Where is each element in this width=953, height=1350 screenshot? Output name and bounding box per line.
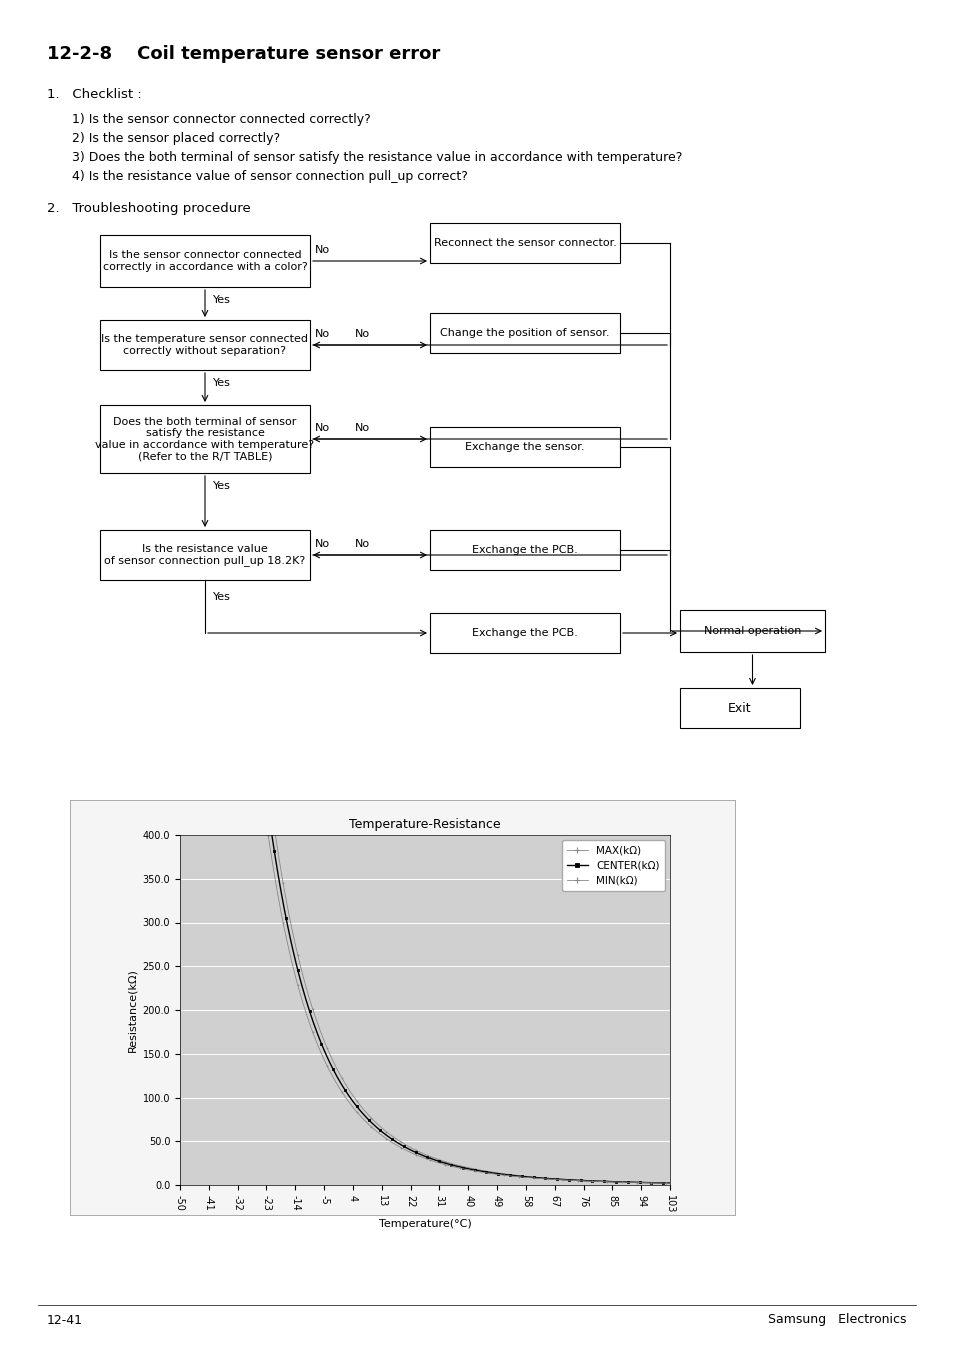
Text: Exchange the PCB.: Exchange the PCB. — [472, 545, 578, 555]
Text: Yes: Yes — [213, 481, 231, 491]
Text: 4) Is the resistance value of sensor connection pull_up correct?: 4) Is the resistance value of sensor con… — [71, 170, 467, 184]
Bar — [100, 405, 310, 472]
Text: No: No — [355, 539, 370, 549]
Text: No: No — [355, 329, 370, 339]
Bar — [679, 610, 824, 652]
Text: Exchange the sensor.: Exchange the sensor. — [465, 441, 584, 452]
Text: 12-41: 12-41 — [47, 1314, 83, 1327]
Text: No: No — [314, 244, 330, 255]
Text: Does the both terminal of sensor
satisfy the resistance
value in accordance with: Does the both terminal of sensor satisfy… — [95, 417, 314, 462]
Text: Is the resistance value
of sensor connection pull_up 18.2K?: Is the resistance value of sensor connec… — [104, 544, 305, 566]
Text: Is the sensor connector connected
correctly in accordance with a color?: Is the sensor connector connected correc… — [103, 250, 307, 271]
Text: 2.   Troubleshooting procedure: 2. Troubleshooting procedure — [47, 202, 251, 215]
Bar — [430, 531, 619, 570]
Text: Is the temperature sensor connected
correctly without separation?: Is the temperature sensor connected corr… — [101, 335, 308, 356]
Bar — [430, 223, 619, 263]
Text: 3) Does the both terminal of sensor satisfy the resistance value in accordance w: 3) Does the both terminal of sensor sati… — [71, 151, 681, 163]
Text: No: No — [314, 539, 330, 549]
Bar — [430, 313, 619, 352]
Text: Yes: Yes — [213, 296, 231, 305]
Bar — [100, 531, 310, 580]
Text: No: No — [314, 423, 330, 433]
Bar — [430, 613, 619, 653]
Text: Samsung   Electronics: Samsung Electronics — [768, 1314, 906, 1327]
Text: Normal operation: Normal operation — [703, 626, 801, 636]
X-axis label: Temperature(°C): Temperature(°C) — [378, 1219, 471, 1228]
Legend: MAX(kΩ), CENTER(kΩ), MIN(kΩ): MAX(kΩ), CENTER(kΩ), MIN(kΩ) — [561, 840, 664, 891]
Bar — [100, 320, 310, 370]
Text: 1.   Checklist :: 1. Checklist : — [47, 88, 142, 101]
Text: No: No — [355, 423, 370, 433]
Bar — [100, 235, 310, 288]
Bar — [679, 688, 800, 728]
Text: Yes: Yes — [213, 593, 231, 602]
Text: Exchange the PCB.: Exchange the PCB. — [472, 628, 578, 639]
Y-axis label: Resistance(kΩ): Resistance(kΩ) — [127, 968, 137, 1052]
Text: 12-2-8    Coil temperature sensor error: 12-2-8 Coil temperature sensor error — [47, 45, 439, 63]
Text: Change the position of sensor.: Change the position of sensor. — [439, 328, 609, 338]
Text: 1) Is the sensor connector connected correctly?: 1) Is the sensor connector connected cor… — [71, 113, 371, 126]
Text: No: No — [314, 329, 330, 339]
Text: Yes: Yes — [213, 378, 231, 387]
Bar — [430, 427, 619, 467]
Title: Temperature-Resistance: Temperature-Resistance — [349, 818, 500, 832]
Text: Reconnect the sensor connector.: Reconnect the sensor connector. — [433, 238, 616, 248]
Text: Exit: Exit — [727, 702, 751, 714]
Text: 2) Is the sensor placed correctly?: 2) Is the sensor placed correctly? — [71, 132, 280, 144]
